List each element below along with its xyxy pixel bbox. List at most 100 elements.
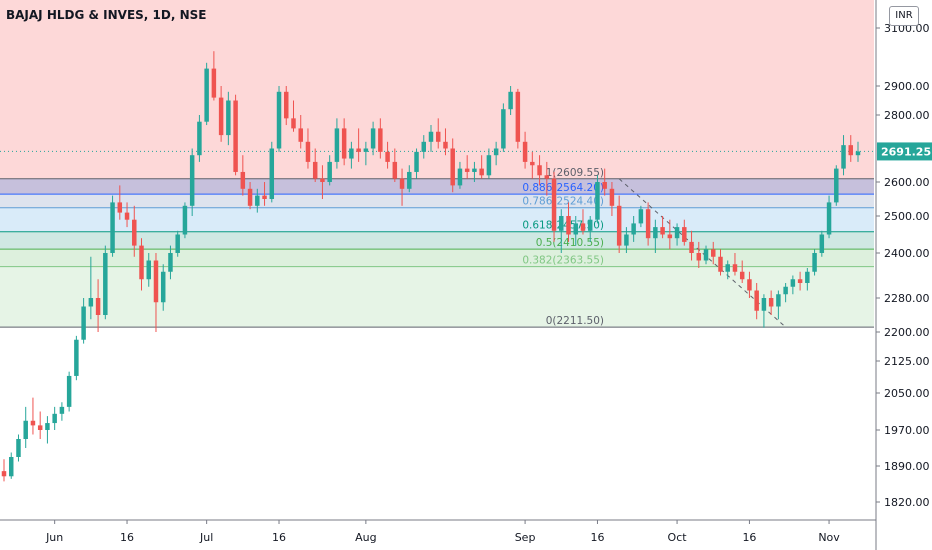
candle[interactable] (378, 118, 383, 159)
candle[interactable] (522, 131, 528, 169)
candle[interactable] (291, 100, 296, 132)
candle[interactable] (284, 86, 289, 126)
candle[interactable] (8, 452, 14, 479)
candle[interactable] (139, 238, 144, 291)
candle[interactable] (262, 182, 267, 206)
candle[interactable] (414, 148, 419, 179)
candle[interactable] (435, 118, 441, 149)
candle[interactable] (812, 249, 817, 276)
candle[interactable] (595, 175, 600, 224)
candle[interactable] (544, 161, 550, 196)
candle[interactable] (718, 249, 723, 276)
candle[interactable] (703, 245, 709, 265)
candle[interactable] (515, 88, 521, 149)
candle[interactable] (530, 151, 535, 179)
candle[interactable] (587, 216, 593, 242)
candle[interactable] (370, 121, 376, 156)
candle[interactable] (624, 227, 629, 253)
candle[interactable] (819, 230, 825, 257)
candle[interactable] (74, 335, 79, 381)
candle[interactable] (363, 141, 369, 166)
candle[interactable] (327, 155, 332, 186)
candle[interactable] (493, 141, 499, 166)
candle[interactable] (240, 155, 246, 196)
candle[interactable] (551, 171, 557, 242)
candle[interactable] (573, 216, 578, 246)
candle[interactable] (457, 161, 463, 189)
candle[interactable] (124, 202, 130, 228)
candle[interactable] (559, 209, 564, 253)
candle[interactable] (826, 195, 832, 239)
candle[interactable] (349, 141, 354, 169)
candle[interactable] (45, 416, 50, 444)
candle[interactable] (776, 290, 781, 320)
candle[interactable] (711, 241, 716, 265)
candle[interactable] (110, 195, 115, 257)
candle[interactable] (834, 165, 839, 206)
candle[interactable] (645, 202, 651, 246)
candle[interactable] (52, 406, 57, 430)
candle[interactable] (269, 141, 275, 203)
candle[interactable] (160, 264, 166, 311)
candle[interactable] (638, 205, 644, 228)
candle[interactable] (580, 209, 586, 235)
candle[interactable] (660, 216, 665, 239)
candle[interactable] (23, 406, 28, 448)
candle[interactable] (233, 94, 238, 176)
currency-button[interactable]: INR (889, 6, 919, 26)
candle[interactable] (117, 185, 123, 220)
candle[interactable] (732, 253, 738, 276)
candle[interactable] (768, 290, 774, 316)
candle[interactable] (30, 397, 36, 435)
candle[interactable] (667, 219, 673, 250)
candle[interactable] (501, 103, 506, 152)
candle[interactable] (247, 182, 253, 210)
candle[interactable] (508, 86, 513, 115)
candle[interactable] (653, 219, 658, 253)
candle[interactable] (537, 155, 542, 186)
candle[interactable] (407, 165, 412, 193)
candle[interactable] (754, 283, 759, 320)
candle[interactable] (341, 118, 347, 166)
candle[interactable] (797, 271, 803, 291)
candle[interactable] (848, 135, 854, 162)
candle[interactable] (66, 371, 72, 412)
candle[interactable] (399, 168, 405, 206)
candle[interactable] (95, 279, 101, 332)
candle[interactable] (392, 148, 398, 183)
candle[interactable] (312, 148, 318, 183)
candle[interactable] (132, 205, 137, 257)
candle[interactable] (356, 128, 361, 162)
candle[interactable] (168, 245, 173, 280)
candle[interactable] (37, 411, 43, 440)
candle[interactable] (146, 253, 151, 287)
candle[interactable] (472, 161, 477, 182)
candle[interactable] (631, 216, 636, 242)
candle[interactable] (747, 271, 752, 298)
candle[interactable] (305, 128, 311, 169)
candle[interactable] (16, 434, 21, 462)
candle[interactable] (725, 260, 730, 280)
candle[interactable] (674, 223, 680, 246)
candle[interactable] (226, 91, 231, 146)
candle[interactable] (805, 268, 810, 291)
candle[interactable] (739, 260, 745, 284)
candle[interactable] (682, 219, 687, 246)
candle[interactable] (566, 202, 571, 242)
candle[interactable] (59, 402, 65, 421)
candle[interactable] (855, 141, 861, 162)
candle[interactable] (182, 202, 188, 239)
candle[interactable] (175, 230, 180, 257)
candle[interactable] (1, 459, 7, 482)
candle[interactable] (790, 275, 796, 295)
candle[interactable] (320, 165, 325, 199)
candle[interactable] (103, 245, 108, 320)
candle[interactable] (609, 182, 615, 216)
candle[interactable] (255, 188, 260, 213)
candle[interactable] (696, 241, 702, 268)
candle[interactable] (689, 230, 694, 261)
candle[interactable] (204, 62, 209, 126)
candle[interactable] (153, 253, 159, 332)
candle[interactable] (450, 138, 455, 193)
